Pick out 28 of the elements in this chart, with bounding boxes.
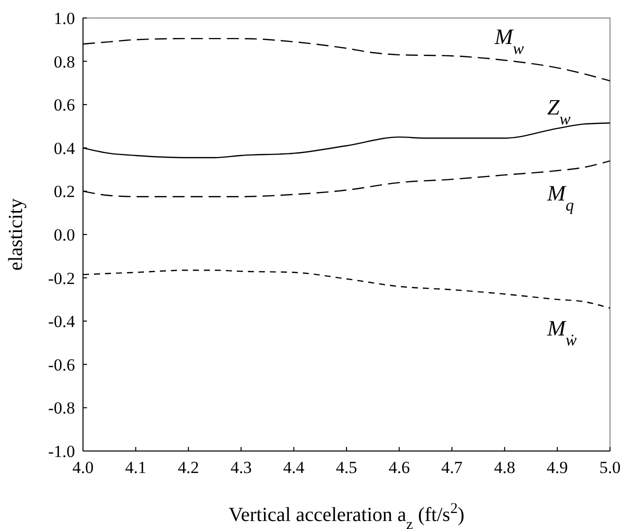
y-tick-label: -0.8 [48,398,75,418]
x-axis-title: Vertical acceleration a$_{z}$ (ft/s$^{2}$) [228,501,464,529]
x-tick-label: 4.1 [125,458,146,477]
y-tick-label: 0.0 [54,225,75,244]
x-tick-label: 4.0 [72,458,94,477]
series-label: Z$_{w}$ [547,94,571,128]
y-tick-label: 0.8 [54,52,75,72]
x-tick-label: 4.4 [283,458,305,477]
x-tick-label: 4.3 [230,458,252,477]
x-tick-label: 4.6 [388,458,410,477]
series-label: M$_{w}$ [494,24,524,58]
x-tick-label: 4.5 [336,458,358,477]
x-tick-label: 4.8 [494,458,516,477]
x-tick-label: 5.0 [599,458,621,477]
y-tick-label: -1.0 [48,442,75,461]
x-tick-label: 4.2 [178,458,200,477]
y-tick-label: 0.2 [54,182,75,202]
y-tick-label: 0.4 [54,138,76,158]
y-tick-label: 1.0 [54,8,75,28]
y-axis-title: elasticity [5,198,27,271]
y-tick-label: -0.6 [48,355,75,374]
x-tick-label: 4.7 [441,458,464,477]
x-tick-label: 4.9 [546,458,568,477]
series-label: M$_{q}$ [546,180,574,214]
y-tick-label: -0.2 [48,268,75,288]
series-label: M$_{ẇ}$ [546,315,577,349]
y-tick-label: 0.6 [54,96,75,115]
y-tick-label: -0.4 [48,312,76,332]
